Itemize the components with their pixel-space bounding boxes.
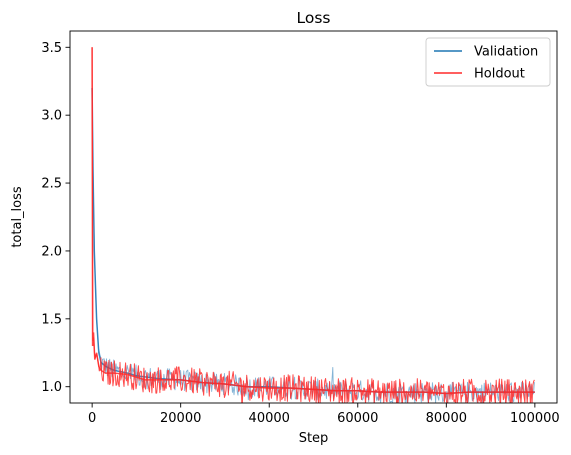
- legend-label: Holdout: [474, 67, 525, 82]
- series-line-smoothed: [91, 47, 535, 395]
- chart-title: Loss: [297, 9, 331, 27]
- x-tick-label: 0: [88, 411, 96, 426]
- legend: Validation Holdout: [425, 37, 551, 87]
- x-axis: 0 20000 40000 60000 80000 100000: [88, 403, 560, 426]
- series-layer: [91, 47, 535, 403]
- legend-box: [425, 37, 551, 87]
- y-tick-label: 2.5: [41, 177, 62, 192]
- x-tick-label: 60000: [337, 411, 378, 426]
- y-axis: 1.0 1.5 2.0 2.5 3.0 3.5: [41, 41, 70, 395]
- series-line-noisy: [91, 47, 535, 403]
- legend-label: Validation: [474, 45, 538, 60]
- x-tick-label: 40000: [249, 411, 290, 426]
- x-axis-label: Step: [299, 431, 329, 446]
- y-tick-label: 3.5: [41, 41, 62, 56]
- x-tick-label: 20000: [160, 411, 201, 426]
- y-tick-label: 1.0: [41, 380, 62, 395]
- y-tick-label: 2.0: [41, 244, 62, 259]
- y-tick-label: 1.5: [41, 312, 62, 327]
- y-axis-label: total_loss: [10, 186, 25, 248]
- y-tick-label: 3.0: [41, 109, 62, 124]
- x-tick-label: 80000: [426, 411, 467, 426]
- x-tick-label: 100000: [510, 411, 560, 426]
- plot-frame: [69, 30, 558, 404]
- series-holdout: [91, 47, 535, 403]
